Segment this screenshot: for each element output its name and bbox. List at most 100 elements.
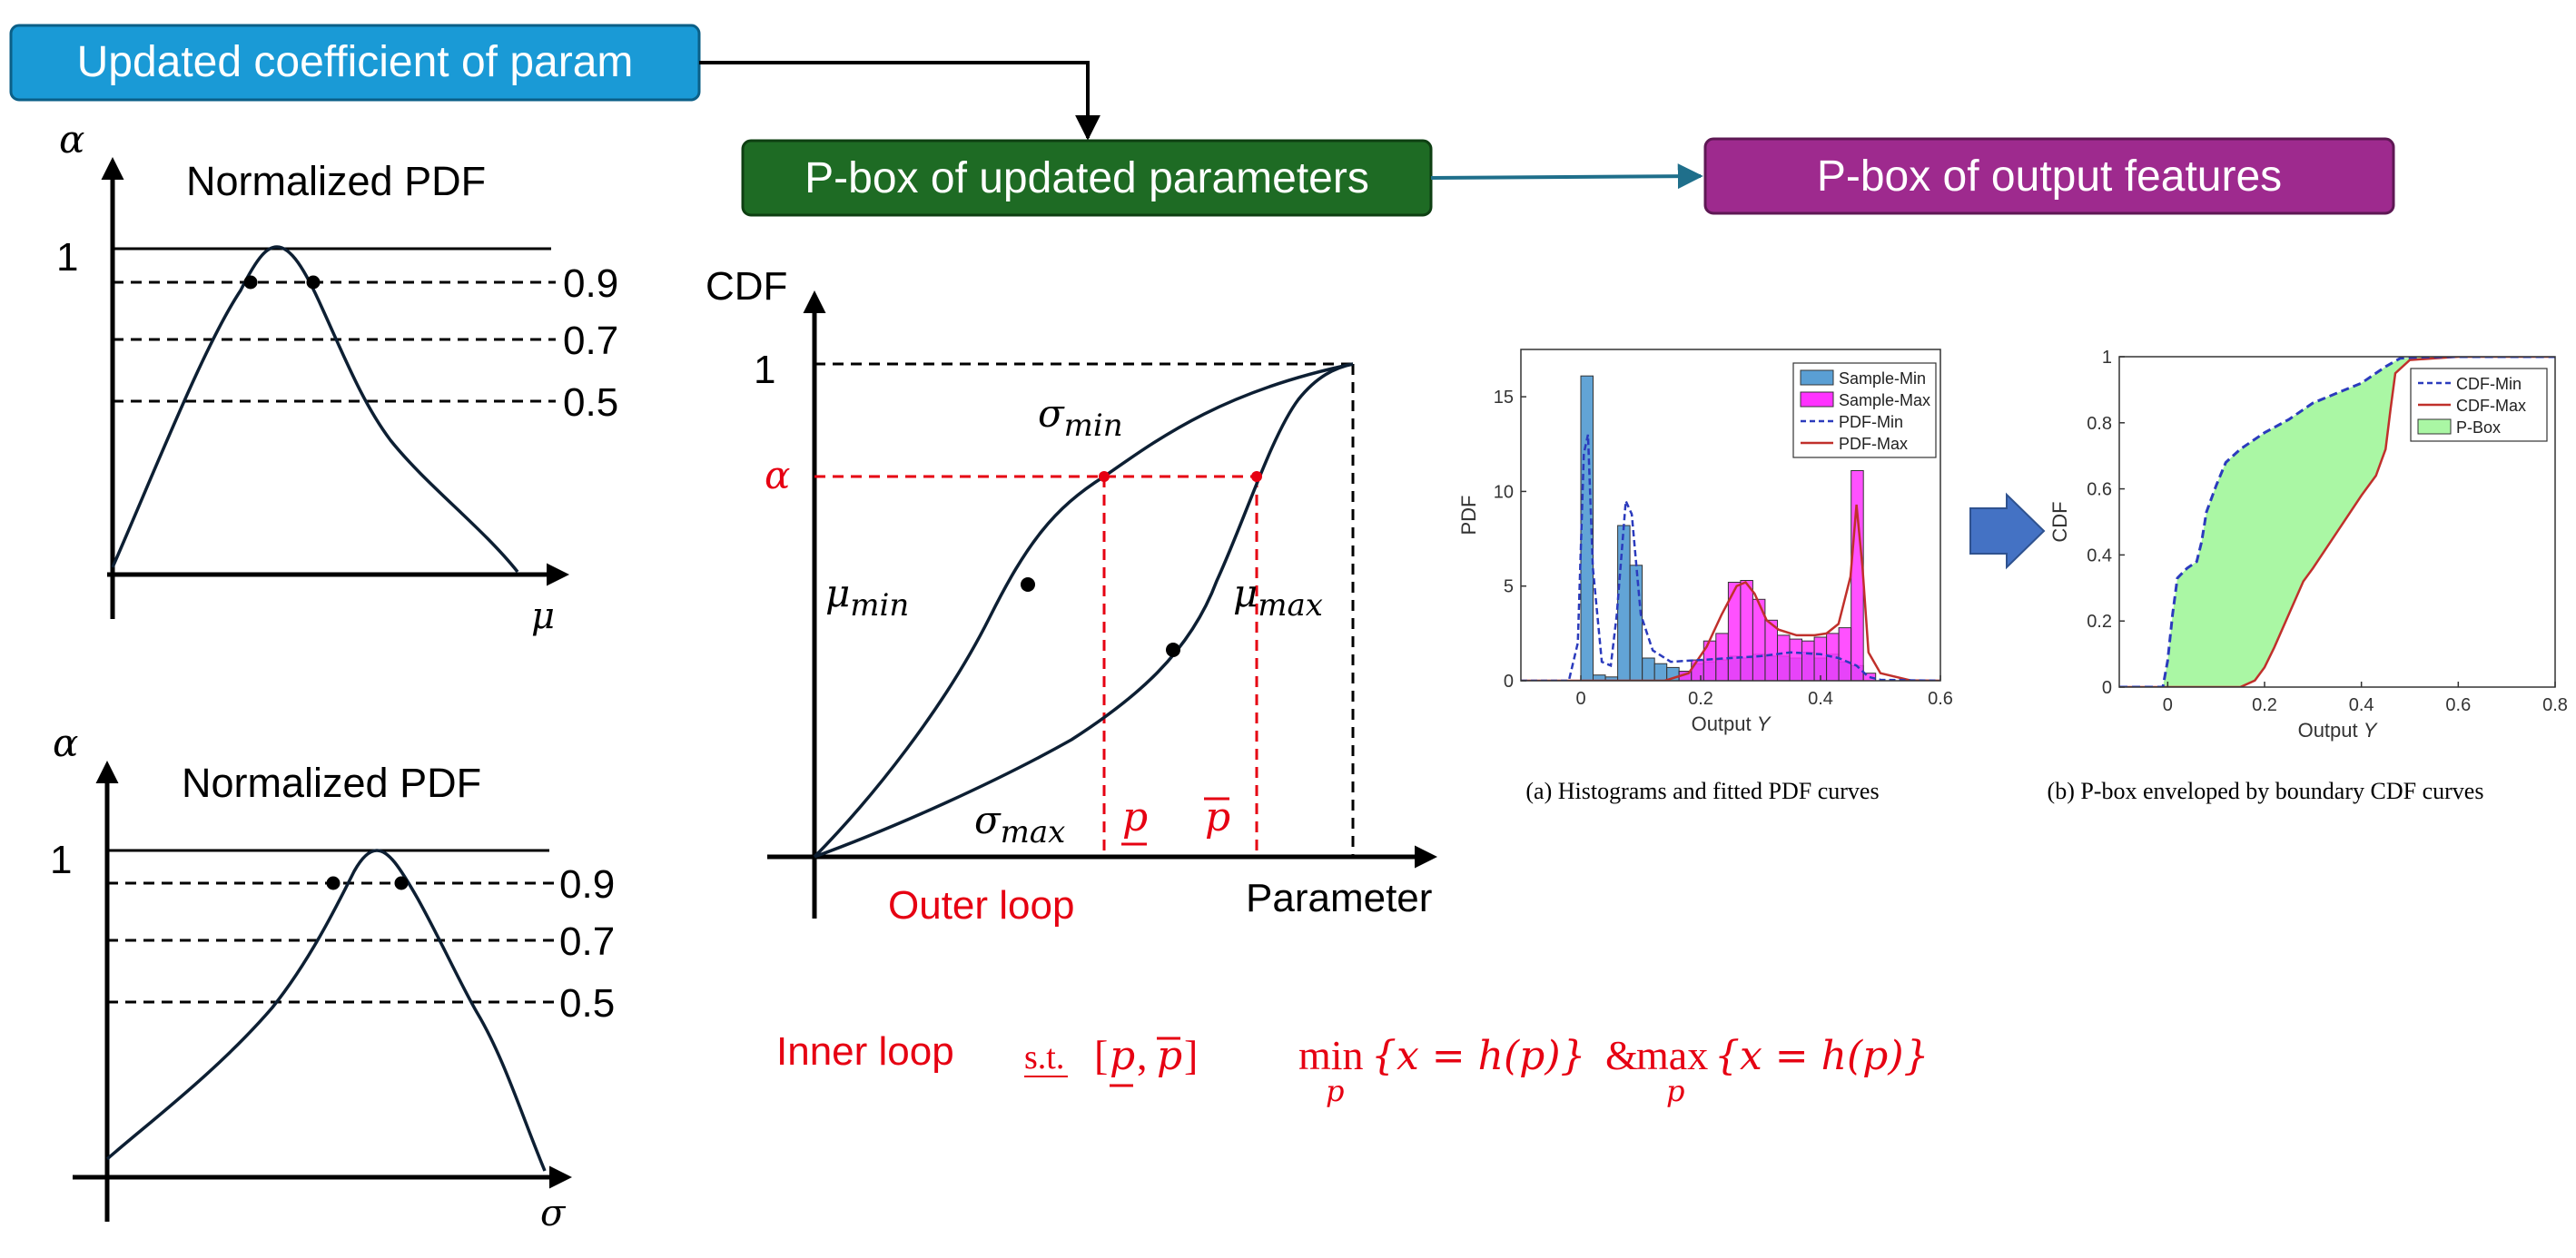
pdf-sigma-sketch: α Normalized PDF 1 0.9 0.7 0.5 σ: [50, 721, 615, 1234]
pdf-curve: [111, 245, 519, 574]
pbox-output-label: P-box of output features: [1817, 152, 2282, 201]
pbox-parameters-box: P-box of updated parameters: [741, 139, 1433, 217]
legend-swatch: [1800, 369, 1834, 386]
chart-a-x-tick-label: 0.6: [1928, 689, 1953, 709]
sample-min-bar: [1653, 663, 1668, 681]
legend-entry-label: P-Box: [2456, 418, 2501, 437]
parameter-axis-label: Parameter: [1246, 876, 1432, 920]
sample-max-bar: [1851, 470, 1864, 681]
mu-axis-symbol: μ: [531, 595, 555, 637]
connector-arrow-params-to-output: [1430, 163, 1703, 190]
chart-b-y-tick-label: 0: [2102, 678, 2112, 698]
chart-b-x-tick-label: 0: [2163, 695, 2173, 715]
sample-max-bar: [1838, 627, 1852, 681]
sample-max-bar: [1764, 619, 1778, 681]
sigma-max-label: σmax: [974, 798, 1065, 850]
one-label: 1: [754, 348, 775, 392]
intersection-dot-left: [243, 275, 258, 290]
chart-b-plot-area: [2119, 357, 2555, 687]
cdf-upper-curve: [813, 362, 1354, 859]
max-body: {x = h(p)}: [1714, 1033, 1929, 1079]
comma: ,: [1137, 1032, 1148, 1078]
chart-a-y-axis-label: PDF: [1457, 496, 1480, 536]
pdf-min-line: [1521, 434, 1940, 681]
pdf-title: Normalized PDF: [182, 760, 481, 806]
chart-b-y-tick-label: 0.2: [2087, 612, 2112, 632]
chart-a-y-tick-label: 0: [1504, 672, 1514, 692]
inner-loop-formula: Inner loop s.t. [ p , p ] min p {x = h(p…: [776, 1029, 1929, 1108]
pbox-output-box: P-box of output features: [1703, 137, 2395, 215]
pdf-max-line: [1521, 504, 1940, 681]
chart-b-x-axis-label: Output Y: [2298, 719, 2378, 742]
chart-b-legend: CDF-Min CDF-Max P-Box: [2410, 368, 2548, 442]
chart-a-x-tick-label: 0: [1575, 689, 1585, 709]
outer-loop-label: Outer loop: [888, 883, 1074, 928]
chart-b-y-tick-label: 0.8: [2087, 414, 2112, 434]
chart-a-x-axis-label: Output Y: [1692, 713, 1772, 735]
ampersand: &: [1605, 1032, 1638, 1078]
p-upper-label: p: [1205, 794, 1230, 840]
intersection-dot-right: [394, 876, 409, 890]
cdf-lower-curve: [814, 362, 1354, 859]
chart-a-y-tick-label: 15: [1494, 388, 1514, 408]
sigma-axis-symbol: σ: [540, 1193, 567, 1234]
chart-b-caption: (b) P-box enveloped by boundary CDF curv…: [2048, 778, 2484, 804]
sample-max-bar: [1740, 580, 1753, 681]
cdf-min-line: [2119, 357, 2555, 687]
histogram-pdf-chart: (a) Histograms and fitted PDF curves 0 0.…: [1457, 349, 1953, 804]
sample-min-bar: [1642, 657, 1655, 681]
level-07-label: 0.7: [563, 319, 618, 363]
chart-a-plot-area: [1521, 375, 1940, 681]
sample-max-bar: [1789, 638, 1802, 681]
alpha-axis-symbol: α: [59, 117, 84, 162]
sample-min-bar: [1629, 565, 1643, 681]
chart-a-y-tick-label: 10: [1494, 482, 1514, 502]
bracket-open: [: [1094, 1032, 1108, 1078]
one-label: 1: [56, 235, 78, 280]
sample-max-bar: [1691, 659, 1704, 681]
max-subscript: p: [1666, 1074, 1684, 1108]
level-05-label: 0.5: [563, 380, 618, 425]
sample-max-bar: [1777, 634, 1791, 681]
chart-a-y-tick-label: 5: [1504, 577, 1514, 597]
cdf-max-line: [2119, 357, 2555, 687]
legend-entry-label: Sample-Min: [1839, 369, 1926, 388]
legend-entry-label: CDF-Max: [2456, 397, 2526, 415]
level-09-label: 0.9: [559, 862, 615, 907]
p-lower-label: p: [1122, 794, 1148, 840]
min-operator: min: [1298, 1032, 1364, 1078]
cdf-sketch: CDF Parameter 1 α σmin σmax μmin μmax p …: [706, 264, 1437, 928]
pbox-parameters-label: P-box of updated parameters: [804, 154, 1369, 202]
p-lower-symbol: p: [1110, 1033, 1135, 1079]
chart-b-x-tick-label: 0.8: [2542, 695, 2568, 715]
p-upper-symbol: p: [1157, 1033, 1182, 1079]
mu-max-dot: [1166, 643, 1180, 657]
pdf-title: Normalized PDF: [186, 158, 486, 204]
chart-b-x-tick-label: 0.2: [2252, 695, 2277, 715]
legend-entry-label: CDF-Min: [2456, 375, 2522, 393]
chart-b-x-tick-label: 0.4: [2349, 695, 2374, 715]
mu-max-label: μmax: [1233, 571, 1323, 624]
chart-a-caption: (a) Histograms and fitted PDF curves: [1525, 778, 1879, 804]
intersection-dot-right: [306, 275, 321, 290]
chart-b-y-axis-label: CDF: [2048, 501, 2071, 542]
sample-max-bar: [1813, 636, 1828, 681]
pbox-cdf-chart: (b) P-box enveloped by boundary CDF curv…: [2048, 348, 2568, 804]
chart-a-legend: Sample-Min Sample-Max PDF-Min PDF-Max: [1792, 362, 1937, 458]
updated-coefficient-box: Updated coefficient of param: [9, 24, 701, 102]
chart-a-x-tick-label: 0.2: [1688, 689, 1713, 709]
sigma-min-label: σmin: [1038, 391, 1123, 444]
alpha-axis-symbol: α: [53, 721, 78, 765]
min-subscript: p: [1326, 1074, 1344, 1108]
pdf-mu-sketch: α Normalized PDF 1 0.9 0.7 0.5 μ: [56, 117, 618, 637]
legend-swatch: [1800, 391, 1834, 408]
chart-b-y-tick-label: 0.6: [2087, 480, 2112, 500]
chart-b-plot-frame: [2118, 356, 2556, 688]
inner-loop-label: Inner loop: [776, 1029, 954, 1074]
legend-swatch: [2417, 418, 2452, 435]
chart-a-plot-frame: [1520, 349, 1941, 682]
legend-entry-label: PDF-Max: [1839, 435, 1908, 453]
chart-b-x-tick-label: 0.6: [2445, 695, 2471, 715]
transition-arrow: [1969, 492, 2046, 570]
